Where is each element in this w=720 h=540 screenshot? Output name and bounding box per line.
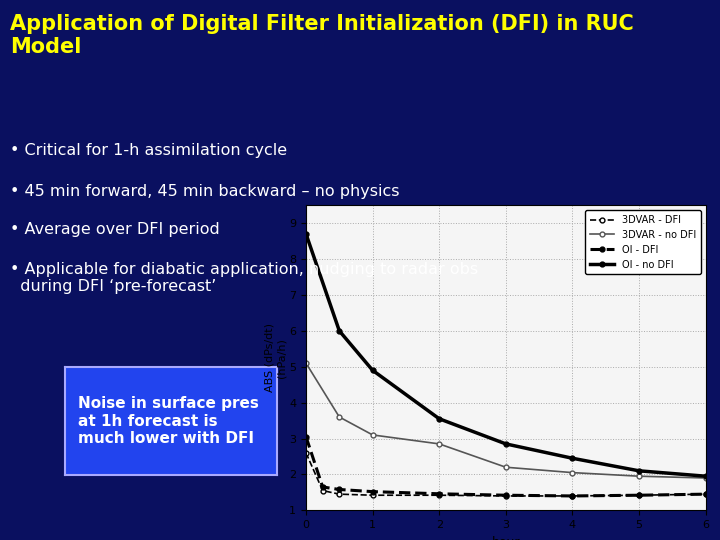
OI - no DFI — [635, 468, 644, 474]
3DVAR - DFI — [335, 491, 343, 497]
OI - DFI — [302, 434, 310, 440]
3DVAR - DFI — [302, 450, 310, 456]
3DVAR - DFI — [501, 492, 510, 499]
3DVAR - DFI — [369, 492, 377, 498]
Text: • 45 min forward, 45 min backward – no physics: • 45 min forward, 45 min backward – no p… — [10, 184, 400, 199]
Line: OI - DFI: OI - DFI — [304, 434, 708, 498]
OI - no DFI — [435, 416, 444, 422]
OI - no DFI — [302, 231, 310, 237]
X-axis label: hour: hour — [492, 536, 520, 540]
3DVAR - DFI — [318, 487, 327, 494]
OI - DFI — [369, 488, 377, 495]
3DVAR - no DFI — [435, 441, 444, 447]
Text: • Average over DFI period: • Average over DFI period — [10, 222, 220, 238]
OI - DFI — [568, 492, 577, 499]
3DVAR - no DFI — [335, 414, 343, 420]
OI - DFI — [318, 484, 327, 490]
3DVAR - no DFI — [635, 473, 644, 480]
OI - DFI — [335, 486, 343, 492]
3DVAR - no DFI — [501, 464, 510, 470]
Legend: 3DVAR - DFI, 3DVAR - no DFI, OI - DFI, OI - no DFI: 3DVAR - DFI, 3DVAR - no DFI, OI - DFI, O… — [585, 210, 701, 274]
3DVAR - no DFI — [568, 469, 577, 476]
OI - no DFI — [369, 367, 377, 374]
Line: 3DVAR - no DFI: 3DVAR - no DFI — [304, 361, 708, 481]
OI - no DFI — [701, 473, 710, 480]
OI - DFI — [501, 492, 510, 498]
OI - DFI — [435, 490, 444, 497]
Text: • Applicable for diabatic application, nudging to radar obs
  during DFI ‘pre-fo: • Applicable for diabatic application, n… — [10, 262, 478, 294]
OI - DFI — [635, 492, 644, 498]
OI - DFI — [701, 491, 710, 497]
Line: 3DVAR - DFI: 3DVAR - DFI — [304, 450, 708, 498]
OI - no DFI — [568, 455, 577, 462]
Text: • Critical for 1-h assimilation cycle: • Critical for 1-h assimilation cycle — [10, 143, 287, 158]
3DVAR - DFI — [701, 491, 710, 497]
OI - no DFI — [335, 328, 343, 334]
Y-axis label: ABS (dPs/dt)
(hPa/h): ABS (dPs/dt) (hPa/h) — [265, 323, 287, 392]
3DVAR - DFI — [435, 492, 444, 498]
3DVAR - no DFI — [369, 431, 377, 438]
OI - no DFI — [501, 441, 510, 447]
3DVAR - DFI — [635, 492, 644, 498]
3DVAR - no DFI — [701, 475, 710, 481]
Text: Noise in surface pres
at 1h forecast is
much lower with DFI: Noise in surface pres at 1h forecast is … — [78, 396, 258, 446]
Text: Application of Digital Filter Initialization (DFI) in RUC
Model: Application of Digital Filter Initializa… — [10, 14, 634, 57]
3DVAR - no DFI — [302, 360, 310, 366]
Line: OI - no DFI: OI - no DFI — [304, 232, 708, 478]
3DVAR - DFI — [568, 492, 577, 499]
